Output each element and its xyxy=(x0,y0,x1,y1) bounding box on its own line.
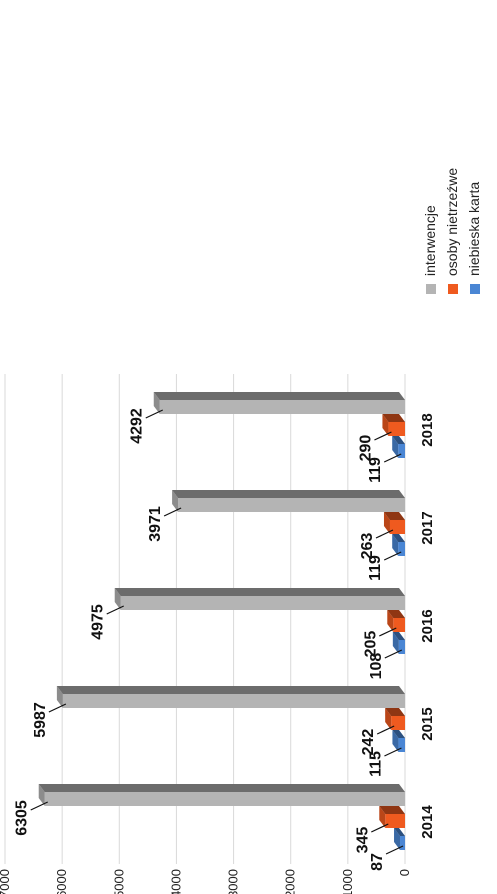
legend-label: interwencje xyxy=(422,205,438,276)
bar xyxy=(400,836,405,850)
bar xyxy=(178,498,405,512)
bar-top-face xyxy=(379,806,386,828)
legend-swatch xyxy=(470,284,480,294)
x-tick-label: 2014 xyxy=(419,805,436,839)
bar xyxy=(389,520,406,534)
data-label: 119 xyxy=(367,555,384,581)
data-label-leader xyxy=(384,747,402,757)
data-label: 108 xyxy=(368,653,385,680)
bar-side-face xyxy=(38,784,405,792)
bar-side-face xyxy=(153,392,405,400)
bar-side-face xyxy=(392,534,405,542)
bar-side-face xyxy=(392,436,405,444)
bar xyxy=(398,542,406,556)
data-label: 5987 xyxy=(32,702,49,738)
bar-top-face xyxy=(172,490,179,512)
bar xyxy=(385,814,405,828)
legend-swatch xyxy=(426,284,436,294)
data-label-leader xyxy=(383,551,402,561)
bar-side-face xyxy=(172,490,405,498)
bar-top-face xyxy=(38,784,45,806)
bar-side-face xyxy=(382,414,405,422)
bar-side-face xyxy=(394,828,405,836)
data-label: 242 xyxy=(360,729,377,756)
bar-top-face xyxy=(383,512,390,534)
bar-side-face xyxy=(379,806,405,814)
y-tick-label: 6000 xyxy=(54,869,69,894)
bar-top-face xyxy=(382,414,389,436)
x-tick-label: 2016 xyxy=(419,609,436,642)
bar xyxy=(44,792,405,806)
data-label: 115 xyxy=(367,751,384,777)
data-label-leader xyxy=(379,627,397,637)
bar-top-face xyxy=(392,534,399,556)
bar-side-face xyxy=(392,632,405,640)
bar-top-face xyxy=(114,588,121,610)
data-label-leader xyxy=(375,529,394,539)
x-tick-label: 2018 xyxy=(419,413,436,446)
bar-side-face xyxy=(392,730,405,738)
bar-side-face xyxy=(56,686,405,694)
legend-label: osoby nietrzeźwe xyxy=(444,168,460,276)
data-label: 6305 xyxy=(14,800,31,836)
bar xyxy=(159,400,405,414)
x-tick-label: 2015 xyxy=(419,707,436,740)
data-label: 263 xyxy=(359,533,376,560)
y-tick-label: 3000 xyxy=(226,869,241,894)
data-label: 290 xyxy=(357,435,374,462)
bar-top-face xyxy=(153,392,160,414)
bar xyxy=(388,422,405,436)
y-tick-label: 1000 xyxy=(340,869,355,894)
bar-side-face xyxy=(385,708,405,716)
data-label-leader xyxy=(385,845,404,855)
data-label-leader xyxy=(371,823,389,833)
bar-top-face xyxy=(56,686,63,708)
data-label-leader xyxy=(376,725,395,735)
bar-top-face xyxy=(385,708,392,730)
legend-swatch xyxy=(448,284,458,294)
legend-label: niebieska karta xyxy=(466,182,482,276)
data-label: 205 xyxy=(362,631,379,658)
bar-top-face xyxy=(387,610,394,632)
bar-top-face xyxy=(392,730,399,752)
data-label-leader xyxy=(106,605,124,615)
data-label-leader xyxy=(374,431,392,441)
bar xyxy=(398,444,406,458)
bar-top-face xyxy=(392,436,399,458)
bar xyxy=(62,694,406,708)
y-tick-label: 4000 xyxy=(168,869,183,894)
bar-side-face xyxy=(114,588,405,596)
bar xyxy=(393,618,405,632)
data-label: 87 xyxy=(369,853,386,871)
y-tick-label: 5000 xyxy=(111,869,126,894)
data-label-leader xyxy=(48,703,67,713)
bar xyxy=(120,596,405,610)
data-label: 345 xyxy=(354,827,371,854)
data-label-leader xyxy=(383,453,402,463)
data-label: 119 xyxy=(367,457,384,483)
bar-top-face xyxy=(394,828,401,850)
data-label-leader xyxy=(30,801,48,811)
bar-top-face xyxy=(392,632,399,654)
x-tick-label: 2017 xyxy=(419,511,436,544)
y-tick-label: 0 xyxy=(397,869,412,876)
data-label-leader xyxy=(384,649,403,659)
bar-side-face xyxy=(387,610,405,618)
data-label: 3971 xyxy=(147,506,164,542)
y-tick-label: 2000 xyxy=(283,869,298,894)
bar xyxy=(398,640,406,654)
data-label-leader xyxy=(145,409,163,419)
data-label: 4975 xyxy=(90,604,107,640)
bar xyxy=(398,738,405,752)
bar xyxy=(391,716,405,730)
data-label-leader xyxy=(163,507,182,517)
data-label: 4292 xyxy=(129,408,146,444)
y-tick-label: 7000 xyxy=(0,869,12,894)
bar-side-face xyxy=(383,512,405,520)
